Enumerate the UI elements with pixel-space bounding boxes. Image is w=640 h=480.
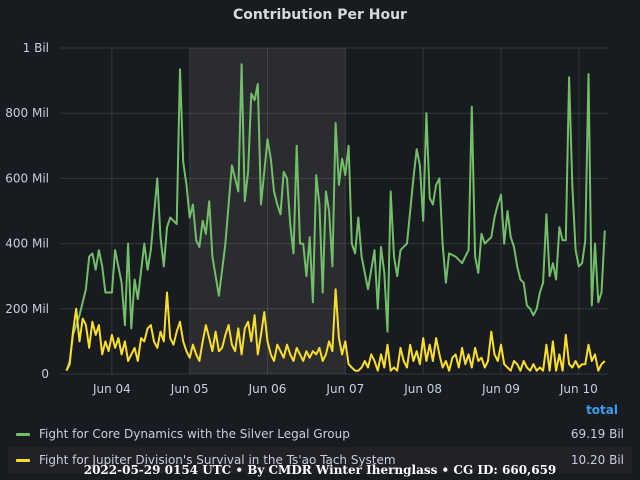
legend-item-core-dynamics[interactable]: Fight for Core Dynamics with the Silver … [8,421,632,447]
y-tick-label: 800 Mil [5,106,49,120]
legend-series-total: 69.19 Bil [570,427,624,441]
series-line-2 [65,288,606,372]
x-tick-label: Jun 09 [481,382,520,396]
x-tick-label: Jun 08 [403,382,442,396]
legend-series-total: 10.20 Bil [570,453,624,467]
y-tick-label: 200 Mil [5,302,49,316]
chart-plot: 0 200 Mil 400 Mil 600 Mil 800 Mil 1 Bil Jun 04… [5,41,608,396]
legend-series-name: Fight for Jupiter Division's Survival in… [39,453,396,467]
legend-swatch [16,433,30,436]
legend-item-jupiter-division[interactable]: Fight for Jupiter Division's Survival in… [8,447,632,473]
chart-title: Contribution Per Hour [233,7,407,23]
series-line-1 [65,63,606,372]
legend-series-name: Fight for Core Dynamics with the Silver … [39,427,350,441]
x-tick-label: Jun 05 [170,382,209,396]
footer-caption: 2022-05-29 0154 UTC • By CMDR Winter Ihe… [83,463,557,477]
y-tick-label: 600 Mil [5,171,49,185]
y-tick-label: 0 [41,367,49,381]
x-tick-label: Jun 04 [92,382,131,396]
x-tick-label: Jun 07 [325,382,364,396]
legend-swatch [16,459,30,462]
y-tick-label: 400 Mil [5,237,49,251]
x-tick-label: Jun 06 [248,382,287,396]
y-tick-label: 1 Bil [23,41,49,55]
legend-header[interactable]: total [586,403,618,417]
x-tick-label: Jun 10 [559,382,598,396]
